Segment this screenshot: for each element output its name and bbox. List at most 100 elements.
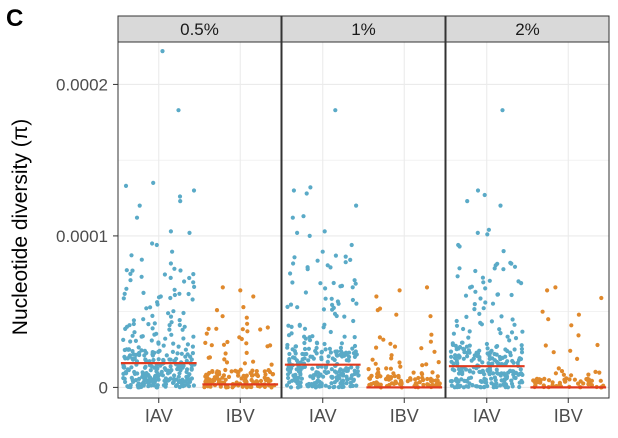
data-point bbox=[352, 354, 357, 359]
data-point bbox=[471, 356, 476, 361]
data-point bbox=[152, 321, 157, 326]
data-point bbox=[492, 266, 497, 271]
data-point bbox=[487, 278, 492, 283]
data-point bbox=[457, 355, 462, 360]
data-point bbox=[505, 334, 510, 339]
data-point bbox=[334, 313, 339, 319]
data-point bbox=[494, 344, 499, 349]
data-point bbox=[244, 315, 249, 320]
data-point bbox=[160, 49, 165, 54]
data-point bbox=[245, 321, 250, 326]
data-point bbox=[298, 360, 303, 365]
data-point bbox=[328, 329, 333, 335]
data-point bbox=[236, 373, 241, 378]
data-point bbox=[122, 354, 127, 359]
data-point bbox=[168, 275, 173, 280]
data-point bbox=[181, 336, 186, 341]
data-point bbox=[133, 378, 138, 383]
data-point bbox=[230, 385, 235, 390]
data-point bbox=[263, 372, 268, 377]
data-point bbox=[214, 308, 220, 313]
data-point bbox=[263, 377, 268, 383]
data-point bbox=[170, 349, 175, 354]
data-point bbox=[329, 374, 334, 379]
data-point bbox=[499, 378, 504, 383]
data-point bbox=[182, 279, 187, 284]
data-point bbox=[137, 376, 142, 381]
data-point bbox=[411, 370, 416, 375]
data-point bbox=[154, 385, 159, 390]
data-point bbox=[258, 327, 263, 332]
data-point bbox=[226, 374, 232, 379]
data-point bbox=[123, 379, 128, 385]
data-point bbox=[472, 302, 477, 307]
data-point bbox=[191, 280, 196, 285]
data-point bbox=[161, 343, 166, 348]
data-point bbox=[474, 350, 479, 355]
data-point bbox=[553, 371, 559, 376]
y-tick-label: 0.0002 bbox=[56, 75, 108, 94]
data-point bbox=[459, 377, 464, 382]
panel-label: C bbox=[6, 5, 23, 32]
data-point bbox=[419, 371, 424, 376]
data-point bbox=[341, 368, 346, 373]
data-point bbox=[290, 215, 295, 220]
data-point bbox=[182, 324, 187, 329]
data-point bbox=[483, 300, 488, 305]
data-point bbox=[185, 367, 190, 372]
data-point bbox=[220, 285, 225, 290]
data-point bbox=[494, 381, 499, 386]
data-point bbox=[510, 358, 515, 364]
data-point bbox=[173, 383, 179, 389]
data-point bbox=[598, 378, 603, 383]
data-point bbox=[222, 357, 227, 362]
data-point bbox=[349, 242, 354, 248]
data-point bbox=[187, 379, 193, 384]
data-point bbox=[288, 385, 294, 390]
data-point bbox=[220, 375, 225, 380]
data-point bbox=[125, 356, 130, 361]
data-point bbox=[185, 382, 190, 387]
data-point bbox=[124, 286, 129, 291]
data-point bbox=[251, 359, 256, 364]
y-tick-label: 0 bbox=[99, 378, 108, 397]
x-tick-label: IAV bbox=[473, 406, 501, 426]
data-point bbox=[165, 371, 171, 376]
data-point bbox=[269, 385, 274, 390]
data-point bbox=[208, 384, 213, 389]
data-point bbox=[139, 257, 144, 262]
data-point bbox=[323, 286, 328, 291]
data-point bbox=[177, 318, 182, 323]
data-point bbox=[266, 368, 271, 373]
data-point bbox=[435, 374, 440, 379]
data-point bbox=[453, 378, 458, 383]
data-point bbox=[172, 358, 177, 363]
data-point bbox=[170, 249, 175, 254]
data-point bbox=[265, 325, 270, 330]
data-point bbox=[121, 296, 126, 301]
data-point bbox=[451, 331, 456, 336]
data-point bbox=[508, 353, 513, 358]
data-point bbox=[320, 249, 325, 254]
data-point bbox=[480, 360, 485, 365]
data-point bbox=[156, 341, 161, 346]
data-point bbox=[302, 364, 307, 369]
data-point bbox=[340, 382, 345, 387]
data-point bbox=[220, 314, 225, 319]
data-point bbox=[377, 335, 382, 340]
data-point bbox=[224, 360, 230, 365]
data-point bbox=[333, 253, 338, 258]
data-point bbox=[302, 334, 307, 339]
data-point bbox=[518, 367, 523, 372]
data-point bbox=[137, 352, 142, 358]
data-point bbox=[137, 203, 142, 208]
data-point bbox=[351, 318, 356, 324]
data-point bbox=[397, 288, 402, 293]
data-point bbox=[327, 346, 332, 351]
data-point bbox=[551, 350, 556, 355]
data-point bbox=[310, 366, 315, 371]
data-point bbox=[540, 309, 545, 314]
data-point bbox=[285, 372, 291, 377]
data-point bbox=[350, 285, 355, 290]
data-point bbox=[163, 336, 168, 341]
